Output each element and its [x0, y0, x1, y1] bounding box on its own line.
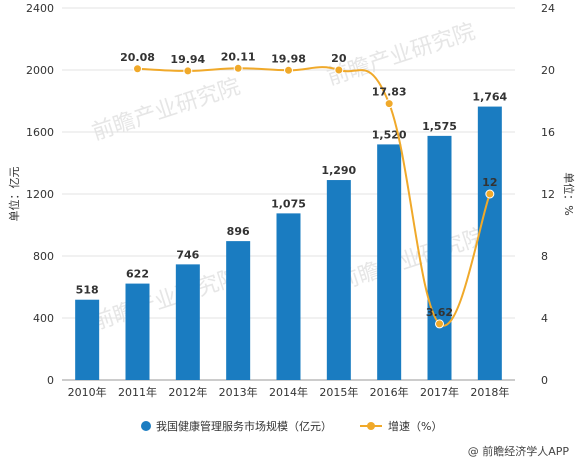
x-tick-label: 2016年	[370, 385, 409, 399]
right-tick-label: 8	[541, 250, 548, 263]
bar	[175, 264, 200, 380]
bar	[427, 135, 452, 380]
growth-value-label: 19.98	[271, 52, 306, 65]
growth-point	[233, 63, 243, 73]
left-tick-label: 800	[33, 250, 54, 263]
legend-line-label: 增速（%）	[388, 419, 442, 433]
right-tick-label: 24	[541, 2, 555, 15]
legend-bar-marker	[141, 421, 151, 431]
x-tick-label: 2017年	[420, 385, 459, 399]
left-tick-label: 2400	[26, 2, 54, 15]
bar	[377, 144, 402, 380]
right-axis-title: 单位：%	[562, 172, 576, 215]
legend-line-dot	[367, 422, 375, 430]
x-tick-label: 2018年	[470, 385, 509, 399]
bar-value-label: 896	[227, 225, 250, 238]
bar	[477, 106, 502, 380]
right-tick-label: 12	[541, 188, 555, 201]
bar	[326, 180, 351, 380]
bar-value-label: 1,764	[472, 91, 507, 104]
left-tick-label: 2000	[26, 64, 54, 77]
x-tick-label: 2010年	[68, 385, 107, 399]
x-tick-label: 2015年	[319, 385, 358, 399]
left-tick-label: 0	[47, 374, 54, 387]
left-axis-title: 单位：亿元	[7, 167, 21, 222]
growth-value-label: 20.11	[221, 50, 256, 63]
watermark-text: 前瞻产业研究院	[324, 19, 478, 90]
bar-value-label: 746	[176, 248, 199, 261]
bar-value-label: 622	[126, 268, 149, 281]
right-tick-label: 0	[541, 374, 548, 387]
left-tick-label: 1200	[26, 188, 54, 201]
left-tick-label: 400	[33, 312, 54, 325]
bar-value-label: 1,575	[422, 120, 457, 133]
growth-point	[284, 65, 293, 75]
growth-point	[485, 189, 495, 199]
bar	[125, 283, 150, 380]
growth-value-label: 20.08	[120, 51, 155, 64]
growth-value-label: 17.83	[372, 86, 407, 99]
right-tick-label: 16	[541, 126, 555, 139]
watermark-text: 前瞻产业研究院	[89, 74, 243, 145]
right-tick-label: 20	[541, 64, 555, 77]
bar-value-label: 1,520	[372, 128, 407, 141]
bar	[276, 213, 301, 380]
growth-point	[435, 319, 444, 329]
bar-value-label: 518	[76, 284, 99, 297]
growth-point	[334, 65, 344, 75]
growth-point	[384, 99, 394, 109]
growth-value-label: 20	[331, 52, 347, 65]
x-tick-label: 2012年	[168, 385, 207, 399]
legend-bar-label: 我国健康管理服务市场规模（亿元）	[156, 419, 332, 433]
bar	[226, 241, 251, 380]
x-tick-label: 2014年	[269, 385, 308, 399]
growth-value-label: 12	[482, 176, 497, 189]
x-tick-label: 2013年	[219, 385, 258, 399]
growth-point	[133, 64, 142, 74]
left-tick-label: 1600	[26, 126, 54, 139]
footer-credit: @ 前瞻经济学人APP	[467, 445, 569, 458]
growth-point	[183, 66, 193, 76]
bar	[75, 299, 100, 380]
bar-value-label: 1,075	[271, 197, 306, 210]
growth-value-label: 3.62	[426, 306, 453, 319]
x-tick-label: 2011年	[118, 385, 157, 399]
growth-value-label: 19.94	[170, 53, 205, 66]
bar-value-label: 1,290	[321, 164, 356, 177]
right-tick-label: 4	[541, 312, 548, 325]
watermark-text: 前瞻产业研究院	[89, 264, 243, 335]
